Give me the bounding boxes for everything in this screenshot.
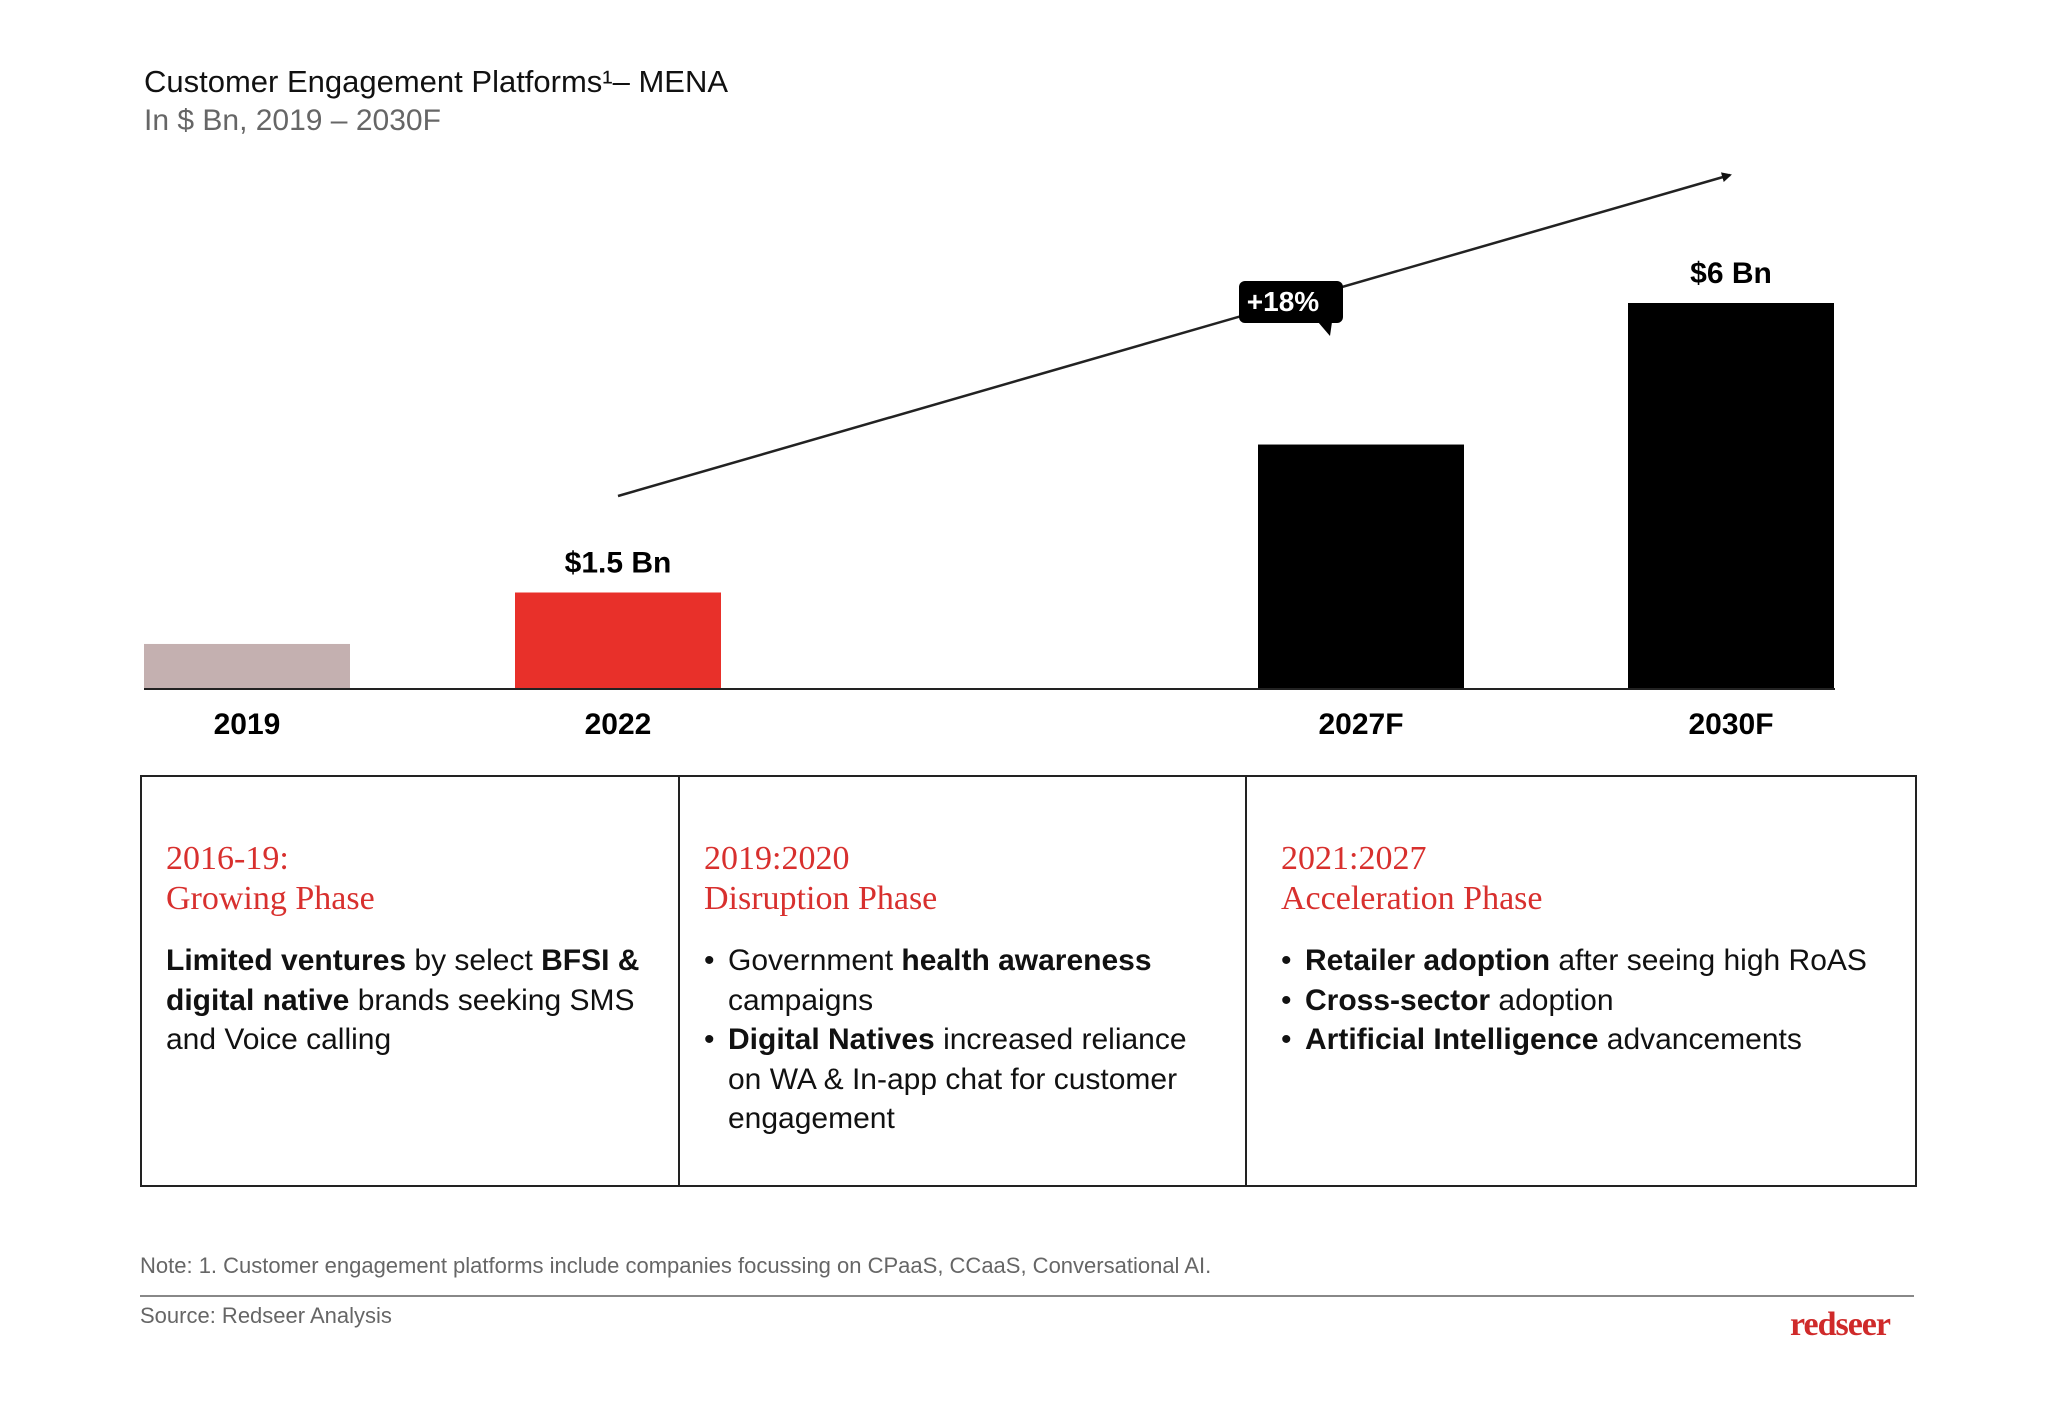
x-tick-label: 2027F (1318, 708, 1403, 741)
footer-divider (140, 1295, 1914, 1297)
bar-2022 (515, 592, 721, 689)
bullet-item: Artificial Intelligence advancements (1281, 1020, 1895, 1060)
x-tick-label: 2022 (585, 708, 652, 741)
bar-2030F (1628, 303, 1834, 689)
phases-table: 2016-19: Growing Phase Limited ventures by… (140, 775, 1917, 1187)
data-label: $1.5 Bn (565, 547, 672, 580)
phase-period: 2016-19: (166, 840, 289, 877)
bold-text: Artificial Intelligence (1305, 1023, 1599, 1056)
bar-chart: 2019 2022 $1.5 Bn 2027F 2030F $6 Bn +18% (144, 172, 1835, 741)
text: adoption (1490, 983, 1614, 1017)
text: campaigns (728, 983, 874, 1017)
bullet-item: Retailer adoption after seeing high RoAS (1281, 941, 1895, 981)
bold-text: BFSI & digital native (166, 944, 640, 1017)
text: after seeing high RoAS (1550, 944, 1867, 977)
text: Government (728, 944, 902, 977)
source-note: Source: Redseer Analysis (140, 1303, 392, 1328)
redseer-logo: redseer (1790, 1306, 1891, 1343)
phase-name: Acceleration Phase (1281, 880, 1543, 917)
bullet-item: Cross-sector adoption (1281, 981, 1895, 1021)
bullet-item: Government health awareness campaigns (704, 941, 1225, 1020)
text: by select (406, 944, 542, 977)
data-label: $6 Bn (1690, 257, 1772, 290)
bold-text: Digital Natives (728, 1023, 935, 1056)
bold-text: Cross-sector (1305, 983, 1491, 1017)
x-tick-label: 2019 (214, 708, 281, 741)
x-tick-label: 2030F (1688, 708, 1773, 741)
chart-title: Customer Engagement Platforms¹– MENA (144, 64, 729, 99)
text: increased reliance on WA & In-app chat f… (728, 1023, 1187, 1135)
phase-name: Growing Phase (166, 880, 375, 917)
phase-name: Disruption Phase (704, 880, 938, 917)
description-text: Limited ventures by select BFSI & digita… (166, 941, 658, 1060)
chart-subtitle: In $ Bn, 2019 – 2030F (144, 104, 441, 137)
footnote: Note: 1. Customer engagement platforms i… (140, 1253, 1212, 1278)
bold-text: Retailer adoption (1305, 944, 1551, 977)
growth-arrow (617, 172, 1732, 498)
phase-period: 2019:2020 (704, 840, 850, 877)
bar-2019 (144, 643, 350, 689)
text: advancements (1598, 1023, 1802, 1056)
phase-description: Limited ventures by select BFSI & digita… (166, 941, 658, 1060)
text: brands seeking SMS and Voice calling (166, 983, 635, 1057)
bullet-item: Digital Natives increased reliance on WA… (704, 1020, 1225, 1139)
phase-period: 2021:2027 (1281, 840, 1427, 877)
phase-description: Retailer adoption after seeing high RoAS… (1281, 941, 1895, 1060)
phase-description: Government health awareness campaignsDig… (704, 941, 1225, 1139)
bar-2027F (1258, 444, 1464, 689)
bold-text: Limited ventures (166, 944, 407, 977)
bold-text: health awareness (901, 944, 1152, 977)
phase-column-growing: 2016-19: Growing Phase Limited ventures by… (142, 777, 678, 1185)
cagr-label: +18% (1247, 286, 1319, 317)
cagr-badge: +18% (1239, 281, 1343, 336)
